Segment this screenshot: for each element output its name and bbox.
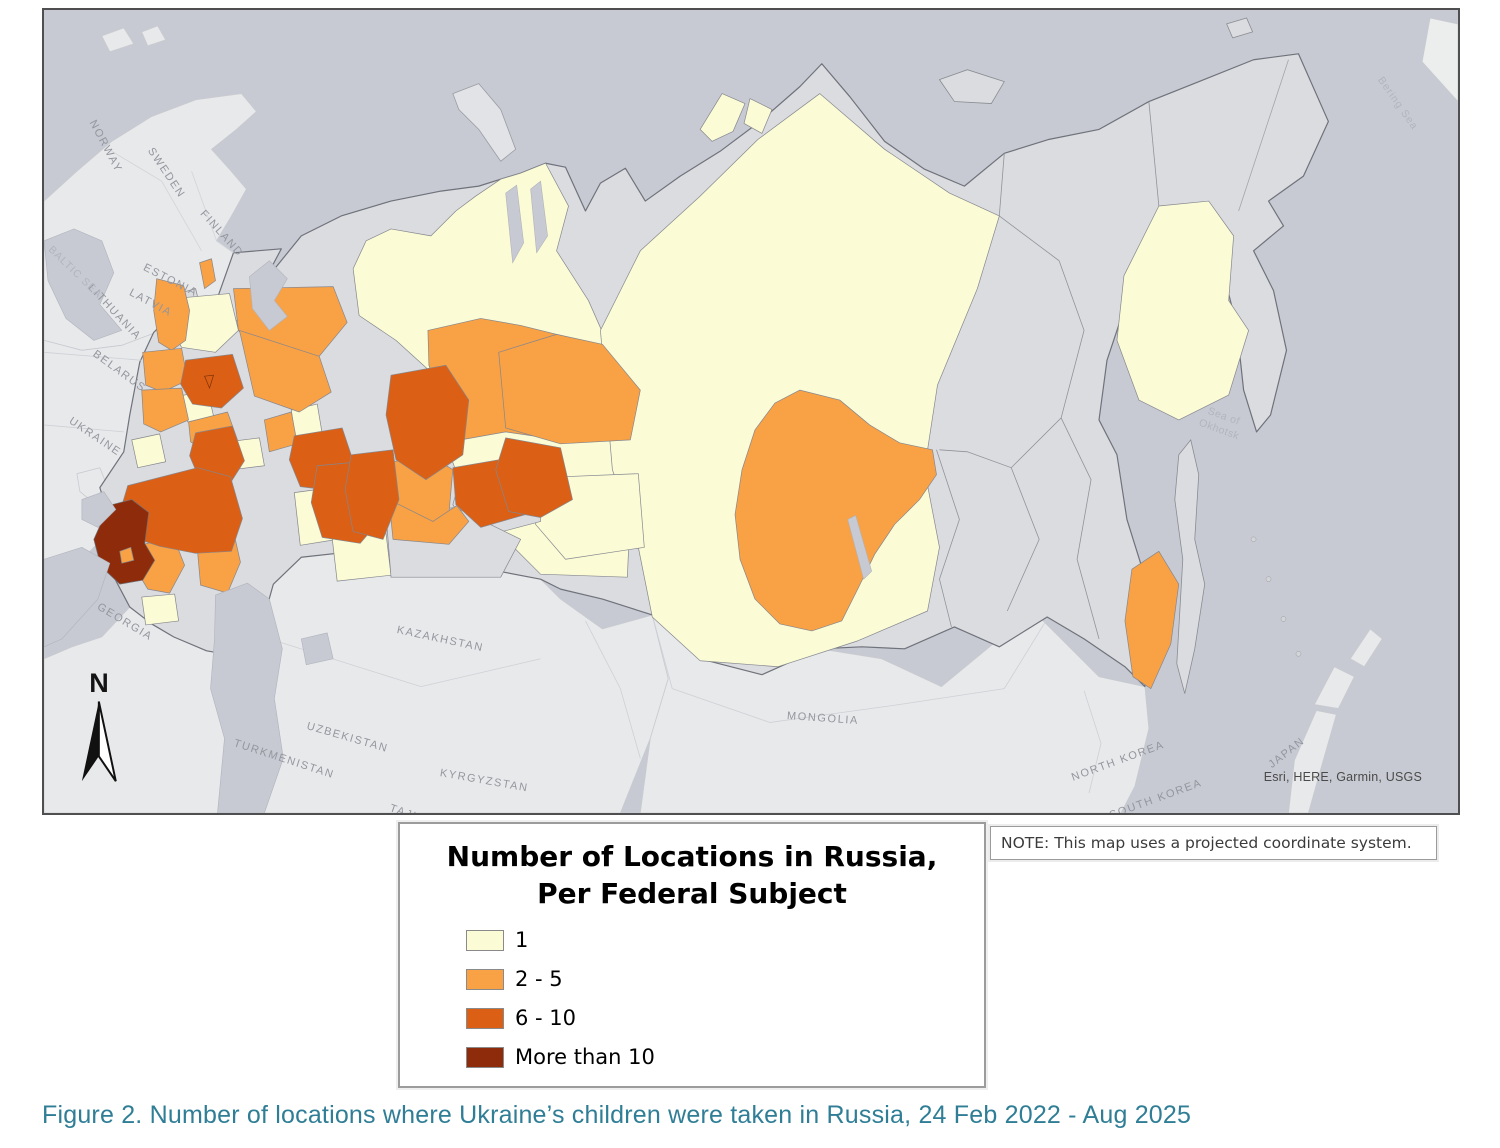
- federal-subject-region: [131, 433, 167, 469]
- russia-choropleth-map: [44, 10, 1458, 813]
- russia-wrangel-island: [1226, 17, 1254, 39]
- legend-swatch-class-4: [466, 1046, 504, 1068]
- federal-subject-region: [239, 330, 332, 413]
- border-mongolia-south: [672, 618, 1048, 723]
- federal-subject-region: [141, 387, 189, 433]
- border-kazakh-china: [585, 620, 641, 759]
- russia-sakhalin: [1174, 438, 1206, 694]
- federal-subject-region: [142, 347, 188, 393]
- border-mongolia-west: [651, 614, 673, 689]
- legend-panel: Number of Locations in Russia, Per Feder…: [398, 822, 986, 1088]
- legend-item-label: More than 10: [515, 1045, 655, 1069]
- legend-title-line-1: Number of Locations in Russia,: [446, 840, 938, 873]
- border-belarus-ukraine: [44, 424, 124, 433]
- russia-new-siberian-islands: [938, 69, 1005, 104]
- white-sea: [249, 260, 288, 331]
- federal-subject-region: [344, 449, 400, 540]
- aral-sea: [300, 632, 334, 666]
- kuril-islet: [1250, 536, 1257, 543]
- legend-item-label: 2 - 5: [515, 967, 563, 991]
- north-arrow-label: N: [89, 668, 109, 698]
- land-svalbard-2: [141, 25, 167, 47]
- legend-item: More than 10: [466, 1045, 984, 1069]
- federal-subject-region: [199, 258, 216, 289]
- kuril-islands-group: [1250, 536, 1302, 657]
- federal-subject-region: [600, 93, 1000, 668]
- federal-subject-region: [388, 499, 470, 545]
- legend-item: 6 - 10: [466, 1006, 984, 1030]
- north-arrow-right-half: [97, 701, 117, 782]
- baltic-sea: [44, 228, 123, 341]
- legend-item-label: 6 - 10: [515, 1006, 577, 1030]
- border-yakutia: [939, 153, 1085, 469]
- land-alaska-corner: [1421, 17, 1458, 102]
- land-japan-hokkaido: [1314, 666, 1355, 709]
- black-sea: [44, 546, 111, 648]
- federal-subject-region: [743, 98, 773, 134]
- map-attribution: Esri, HERE, Garmin, USGS: [1263, 770, 1422, 784]
- federal-subject-region: [734, 389, 937, 632]
- legend-swatch-class-2: [466, 968, 504, 990]
- lake-baikal: [847, 515, 872, 580]
- land-svalbard-1: [101, 27, 135, 53]
- federal-subject-region: [699, 93, 746, 142]
- legend-title-line-2: Per Federal Subject: [537, 877, 847, 910]
- federal-subject-region: [153, 278, 190, 351]
- border-baltics-belarus: [44, 351, 142, 361]
- border-khabarovsk: [1060, 417, 1100, 639]
- caspian-sea: [210, 582, 284, 813]
- small-inlier-group: [119, 374, 215, 564]
- border-korea: [1083, 690, 1102, 794]
- federal-subject-region: [1124, 550, 1180, 689]
- sea-of-azov: [81, 491, 117, 528]
- legend-item: 1: [466, 928, 984, 952]
- border-zabaykalsky-amur: [936, 449, 960, 628]
- kuril-islet: [1280, 616, 1287, 622]
- border-amur: [1006, 467, 1040, 612]
- legend-swatch-class-1: [466, 929, 504, 951]
- figure-caption: Figure 2. Number of locations where Ukra…: [42, 1101, 1192, 1129]
- legend-item: 2 - 5: [466, 967, 984, 991]
- choropleth-class-3-group: [119, 353, 573, 554]
- legend-title: Number of Locations in Russia, Per Feder…: [400, 838, 984, 912]
- gulf-of-ob-1: [505, 184, 524, 264]
- federal-subject-region-moscow-city: [204, 374, 215, 390]
- choropleth-class-2-group: [135, 258, 1180, 689]
- gulf-of-ob-2: [530, 180, 548, 254]
- federal-subject-region: [498, 334, 641, 445]
- federal-subject-region-adygea: [119, 546, 135, 564]
- border-scandinavia-1: [111, 150, 202, 251]
- water-overlay-group: [44, 180, 872, 813]
- federal-subject-region: [141, 593, 179, 626]
- federal-subject-region: [495, 437, 573, 518]
- note-box: NOTE: This map uses a projected coordina…: [990, 826, 1437, 860]
- border-scandinavia-2: [191, 171, 234, 254]
- land-kuril-islet: [1349, 628, 1383, 668]
- legend-item-label: 1: [515, 928, 529, 952]
- legend-items: 1 2 - 5 6 - 10 More than 10: [466, 928, 984, 1069]
- federal-subject-region: [385, 364, 470, 481]
- kuril-islet: [1265, 576, 1272, 582]
- federal-subject-region: [1116, 200, 1249, 421]
- map-canvas: NORWAY SWEDEN FINLAND ESTONIA LATVIA LIT…: [42, 8, 1460, 815]
- legend-swatch-class-3: [466, 1007, 504, 1029]
- russia-novaya-zemlya: [452, 83, 517, 162]
- border-dateline: [1238, 59, 1289, 212]
- kuril-islet: [1295, 651, 1302, 657]
